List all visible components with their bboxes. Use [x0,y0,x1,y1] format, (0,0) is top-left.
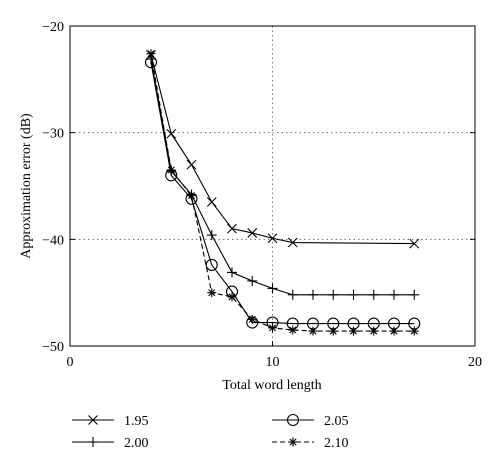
series-line-1 [150,58,415,296]
series-0-point [287,237,298,248]
series-1 [146,54,420,300]
legend-entry-2: 2.05 [272,413,349,429]
legend-marker-3 [288,437,298,447]
legend-marker-2 [286,413,300,427]
y-tick-label: −40 [42,233,64,248]
y-tick-label: −50 [42,340,64,355]
x-axis-label: Total word length [222,378,321,393]
x-tick-label: 20 [468,355,482,370]
series-1-point [328,289,339,300]
series-3-point [227,292,237,302]
series-3-point [207,288,217,298]
legend-label-3: 2.10 [324,436,349,451]
series-2 [144,56,421,330]
series-3-point [146,49,156,59]
legend-label-0: 1.95 [124,414,149,429]
series-0-point [166,128,177,139]
series-0-point [409,238,420,249]
series-0-point [206,197,217,207]
series-1-point [206,230,217,241]
series-0-point [186,159,197,170]
legend-entry-0: 1.95 [72,414,149,429]
axis-ticks [69,25,476,347]
x-tick-label: 0 [67,355,74,370]
series-3-point [308,326,318,336]
series-3-point [389,326,399,336]
series-2-point [205,258,218,271]
series-3-point [247,314,257,324]
series-1-point [227,267,237,278]
series-line-0 [150,54,415,245]
series-1-point [389,289,399,300]
series-0 [146,49,420,249]
series-3-point [369,326,379,336]
y-tick-label: −30 [42,127,64,142]
series-3-point [328,326,338,336]
legend-marker-0 [88,415,98,425]
series-line-2 [150,62,415,325]
legend-entry-1: 2.00 [72,436,149,451]
series-3-point [409,326,419,336]
series-0-point [227,223,237,234]
legend-marker-1 [88,437,98,447]
series-0-point [247,228,258,238]
series-1-point [267,283,278,294]
series-1-point [247,275,258,286]
legend-label-1: 2.00 [124,436,149,451]
series-3-point [268,323,277,333]
legend: 1.95 2.00 2.05 2.10 [72,413,349,451]
x-tick-label: 10 [266,355,280,370]
y-tick-label: −20 [42,20,64,35]
series-1-point [368,289,379,300]
tick-labels: 0 10 20 −20 −30 −40 −50 [42,20,482,370]
series-3-point [166,165,176,175]
series-1-point [409,289,420,300]
series-line-3 [150,53,415,332]
series-3 [146,49,419,336]
series-3-point [288,325,298,335]
series-1-point [308,289,318,300]
series-0-point [267,233,278,244]
legend-label-2: 2.05 [324,414,349,429]
legend-entry-3: 2.10 [272,436,349,451]
series-3-point [187,191,196,201]
series-3-point [349,326,358,336]
y-axis-label: Approximation error (dB) [19,113,34,259]
series-layer [144,49,421,336]
series-1-point [287,289,298,300]
series-1-point [348,289,359,300]
